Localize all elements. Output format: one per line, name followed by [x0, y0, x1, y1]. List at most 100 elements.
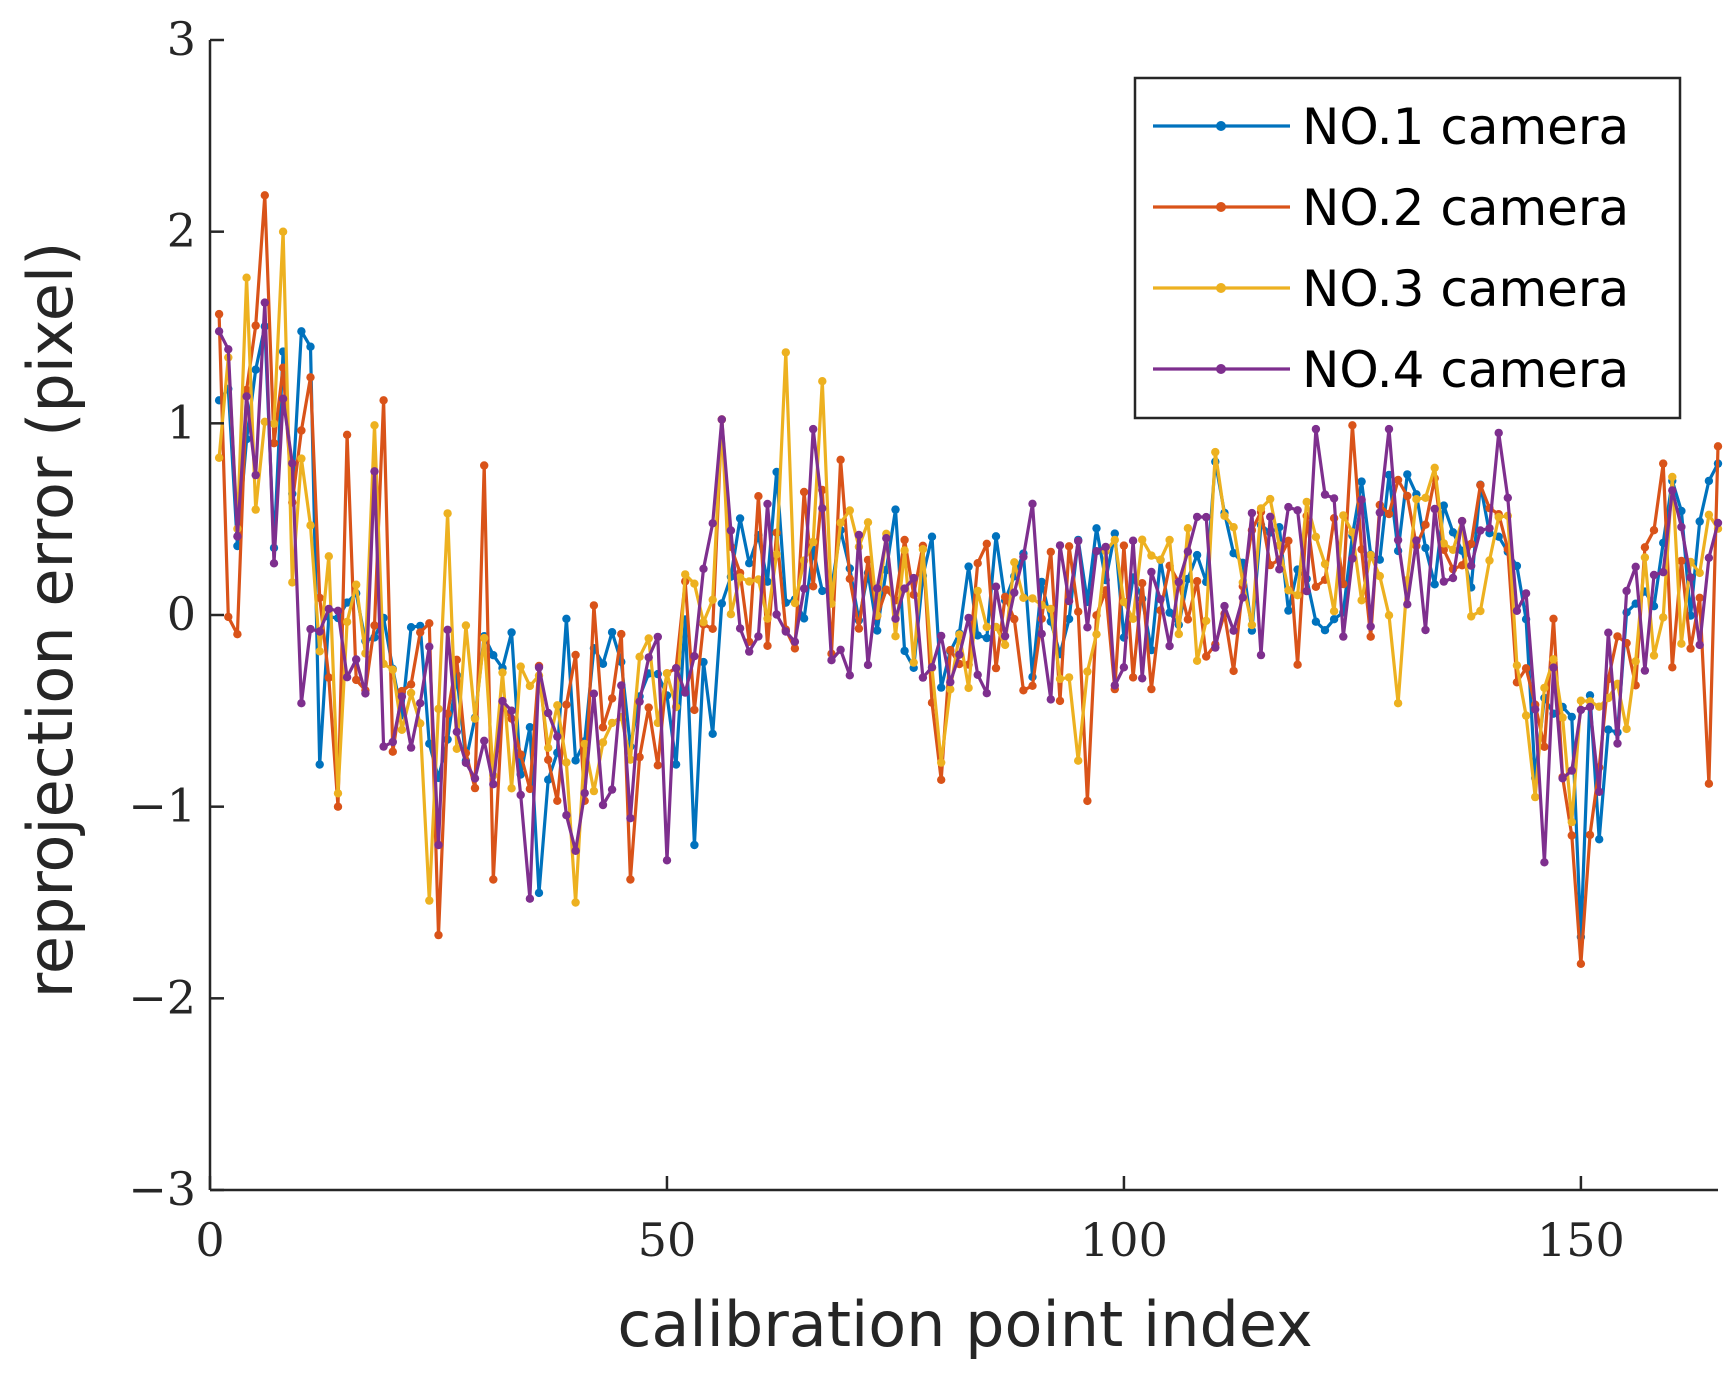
- data-point: [1567, 712, 1577, 722]
- data-point: [754, 575, 763, 584]
- data-point: [671, 664, 681, 673]
- data-point: [1412, 495, 1421, 504]
- data-point: [1659, 459, 1668, 468]
- data-point: [735, 624, 745, 633]
- data-point: [406, 743, 416, 752]
- data-point: [1329, 607, 1339, 616]
- data-point: [1329, 494, 1339, 503]
- data-point: [1521, 711, 1531, 720]
- data-point: [571, 898, 580, 907]
- data-point: [946, 645, 955, 655]
- data-point: [214, 453, 224, 462]
- data-point: [937, 631, 946, 641]
- data-point: [1147, 684, 1156, 694]
- data-point: [589, 601, 599, 610]
- data-point: [507, 784, 516, 793]
- data-point: [406, 688, 416, 698]
- data-point: [333, 606, 343, 615]
- data-point: [882, 585, 891, 594]
- data-point: [370, 421, 379, 430]
- legend-marker: [1216, 202, 1226, 212]
- data-point: [1183, 615, 1193, 624]
- data-point: [955, 630, 964, 639]
- data-point: [1138, 579, 1147, 588]
- data-point: [772, 610, 781, 619]
- data-point: [1430, 504, 1439, 514]
- data-point: [434, 704, 443, 714]
- data-point: [1046, 604, 1056, 614]
- data-point: [1366, 622, 1375, 631]
- data-point: [790, 644, 800, 653]
- data-point: [1649, 570, 1659, 580]
- legend-entry: NO.2 camera: [1153, 179, 1629, 237]
- data-point: [269, 439, 279, 448]
- data-point: [1485, 524, 1494, 533]
- data-point: [1302, 497, 1311, 507]
- data-point: [1668, 663, 1677, 672]
- data-point: [1028, 681, 1037, 690]
- data-point: [1165, 535, 1174, 545]
- data-point: [708, 729, 717, 738]
- data-point: [233, 532, 242, 541]
- x-axis-label: calibration point index: [617, 1288, 1312, 1361]
- data-point: [534, 663, 544, 672]
- data-point: [836, 518, 845, 527]
- data-point: [1421, 543, 1430, 553]
- data-point: [1576, 705, 1586, 715]
- data-point: [1138, 535, 1147, 544]
- legend-label: NO.1 camera: [1302, 98, 1629, 156]
- data-point: [827, 656, 836, 665]
- data-point: [553, 796, 562, 805]
- data-point: [333, 802, 343, 811]
- data-point: [1339, 511, 1348, 520]
- legend-entry: NO.1 camera: [1153, 98, 1629, 156]
- data-point: [224, 612, 233, 622]
- data-point: [1695, 517, 1704, 526]
- data-point: [717, 599, 726, 608]
- data-point: [1211, 447, 1220, 457]
- data-point: [873, 626, 882, 635]
- data-point: [1695, 640, 1704, 650]
- data-point: [1165, 641, 1174, 651]
- data-point: [991, 582, 1001, 591]
- data-point: [370, 621, 379, 630]
- data-point: [1266, 512, 1275, 521]
- data-point: [507, 628, 516, 637]
- data-point: [1375, 508, 1385, 517]
- y-tick-label: 3: [167, 12, 196, 66]
- data-point: [1695, 568, 1704, 578]
- data-point: [607, 628, 617, 637]
- data-point: [1448, 573, 1458, 583]
- data-point: [854, 624, 864, 633]
- data-point: [991, 663, 1001, 673]
- data-point: [306, 624, 315, 634]
- data-point: [1613, 632, 1622, 641]
- data-point: [799, 487, 809, 497]
- data-point: [1174, 577, 1184, 587]
- data-point: [1220, 601, 1229, 611]
- data-point: [1074, 756, 1083, 765]
- legend-label: NO.4 camera: [1302, 341, 1629, 399]
- data-point: [1083, 667, 1092, 676]
- data-point: [1512, 661, 1522, 670]
- data-point: [699, 618, 708, 627]
- data-point: [1531, 705, 1540, 714]
- data-point: [1028, 594, 1037, 603]
- data-point: [1320, 490, 1330, 499]
- data-point: [1074, 536, 1083, 546]
- data-point: [845, 671, 854, 680]
- data-point: [653, 632, 662, 642]
- data-point: [973, 631, 982, 640]
- data-point: [1192, 550, 1202, 560]
- data-point: [1595, 835, 1604, 844]
- data-point: [251, 365, 260, 374]
- data-point: [790, 598, 800, 608]
- data-point: [1165, 608, 1174, 617]
- data-point: [315, 593, 324, 603]
- data-point: [269, 419, 279, 428]
- data-point: [891, 505, 900, 514]
- data-point: [516, 750, 525, 759]
- data-point: [233, 630, 242, 639]
- data-point: [671, 760, 681, 769]
- data-point: [1640, 543, 1650, 552]
